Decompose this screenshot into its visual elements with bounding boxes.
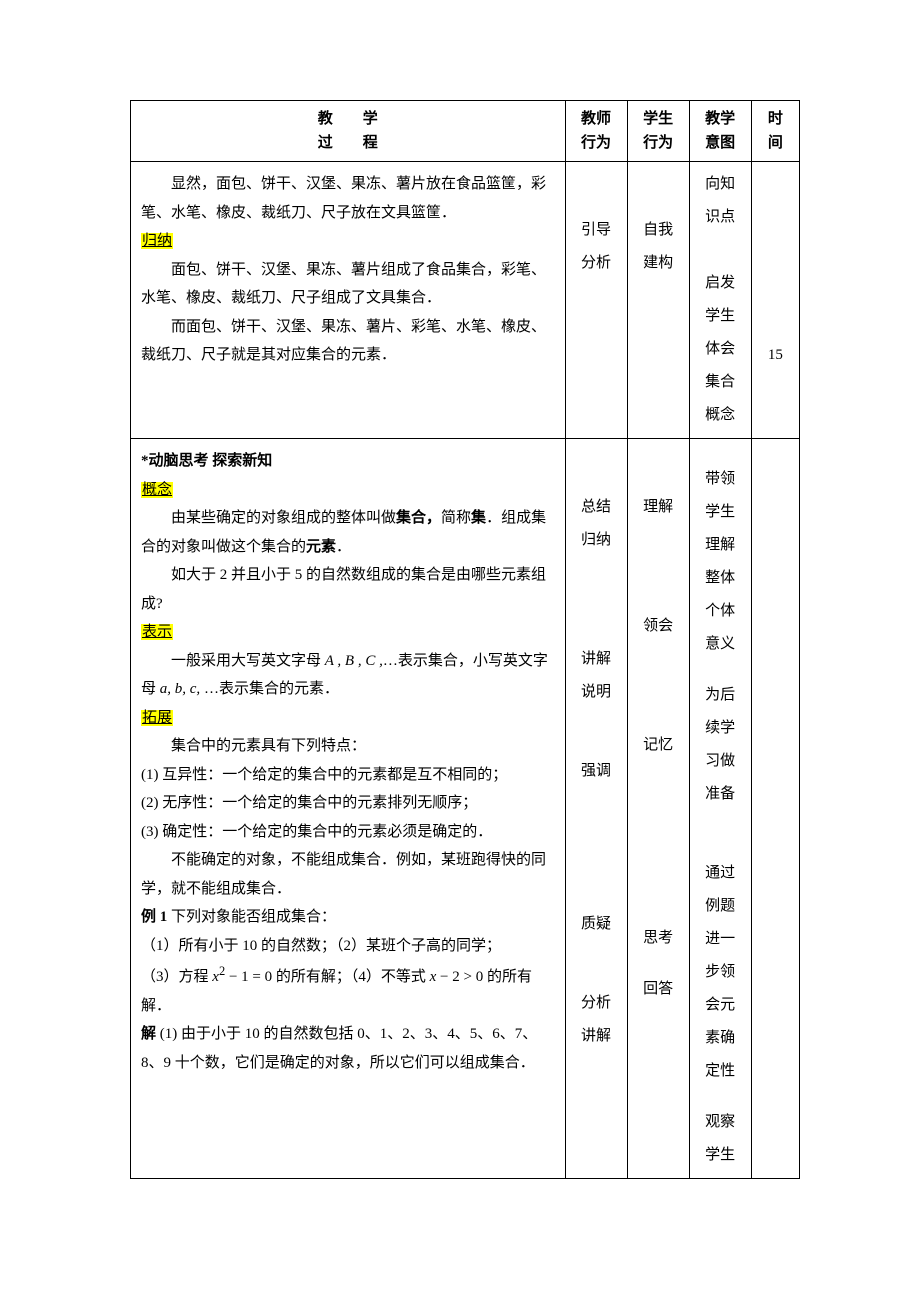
header-time-l2: 间 xyxy=(754,131,797,155)
header-teacher-l2: 行为 xyxy=(568,131,625,155)
intent-text: 带领 学生 理解 整体 个体 意义 xyxy=(692,463,749,661)
process-text: 而面包、饼干、汉堡、果冻、薯片、彩笔、水笔、橡皮、裁纸刀、尺子就是其对应集合的元… xyxy=(141,313,555,370)
term-bold: 集 xyxy=(471,510,486,526)
table-row: *动脑思考 探索新知 概念 由某些确定的对象组成的整体叫做集合，简称集．组成集合… xyxy=(131,439,800,1179)
table-header-row: 教 学 过 程 教师 行为 学生 行为 教学 意图 时 间 xyxy=(131,101,800,162)
teacher-action: 强调 xyxy=(568,755,625,788)
process-heading: 拓展 xyxy=(141,704,555,733)
intent-text: 通过 例题 进一 步领 会元 素确 定性 xyxy=(692,857,749,1088)
solution-label: 解 xyxy=(141,1026,156,1042)
term-bold: 元素 xyxy=(306,539,336,555)
process-text: 不能确定的对象，不能组成集合．例如，某班跑得快的同学，就不能组成集合． xyxy=(141,846,555,903)
time-value: 15 xyxy=(754,339,797,372)
col-header-student: 学生 行为 xyxy=(627,101,689,162)
process-cell-1: 显然，面包、饼干、汉堡、果冻、薯片放在食品篮筐，彩笔、水笔、橡皮、裁纸刀、尺子放… xyxy=(131,162,566,439)
text-run: (1) 由于小于 10 的自然数包括 0、1、2、3、4、5、6、7、8、9 十… xyxy=(141,1026,537,1071)
process-heading: 概念 xyxy=(141,476,555,505)
highlight-label: 概念 xyxy=(141,482,173,498)
text-run: ． xyxy=(336,539,351,555)
example-item: （1）所有小于 10 的自然数；（2）某班个子高的同学； xyxy=(141,932,555,961)
process-heading: 表示 xyxy=(141,618,555,647)
student-action: 回答 xyxy=(630,973,687,1006)
header-student-l2: 行为 xyxy=(630,131,687,155)
teacher-action: 分析 讲解 xyxy=(568,987,625,1053)
process-text: 一般采用大写英文字母 A , B , C ,…表示集合，小写英文字母 a, b,… xyxy=(141,647,555,704)
teacher-action: 总结 归纳 xyxy=(568,491,625,557)
student-action: 思考 xyxy=(630,922,687,955)
process-text: 面包、饼干、汉堡、果冻、薯片组成了食品集合，彩笔、水笔、橡皮、裁纸刀、尺子组成了… xyxy=(141,256,555,313)
text-run: 简称 xyxy=(441,510,471,526)
intent-text: 向知 识点 启发 学生 体会 集合 概念 xyxy=(692,168,749,432)
list-item: (3) 确定性：一个给定的集合中的元素必须是确定的． xyxy=(141,818,555,847)
teacher-action: 引导 分析 xyxy=(568,214,625,280)
intent-cell-1: 向知 识点 启发 学生 体会 集合 概念 xyxy=(689,162,751,439)
teacher-action: 讲解 说明 xyxy=(568,643,625,709)
text-run: 一般采用大写英文字母 xyxy=(171,653,325,669)
process-text: 显然，面包、饼干、汉堡、果冻、薯片放在食品篮筐，彩笔、水笔、橡皮、裁纸刀、尺子放… xyxy=(141,170,555,227)
highlight-label: 拓展 xyxy=(141,710,173,726)
teacher-cell-1: 引导 分析 xyxy=(565,162,627,439)
time-cell-1: 15 xyxy=(751,162,799,439)
math-var: a, b, c, xyxy=(160,681,200,697)
header-time-l1: 时 xyxy=(754,107,797,131)
intent-cell-2: 带领 学生 理解 整体 个体 意义 为后 续学 习做 准备 通过 例题 进一 步… xyxy=(689,439,751,1179)
process-cell-2: *动脑思考 探索新知 概念 由某些确定的对象组成的整体叫做集合，简称集．组成集合… xyxy=(131,439,566,1179)
example-item: （3）方程 x2 − 1 = 0 的所有解；（4）不等式 x − 2 > 0 的… xyxy=(141,960,555,1020)
highlight-label: 归纳 xyxy=(141,233,173,249)
process-text: 如大于 2 并且小于 5 的自然数组成的集合是由哪些元素组成? xyxy=(141,561,555,618)
student-action: 理解 xyxy=(630,491,687,524)
math-var: x xyxy=(212,969,219,985)
student-action: 领会 xyxy=(630,610,687,643)
col-header-process: 教 学 过 程 xyxy=(131,101,566,162)
solution: 解 (1) 由于小于 10 的自然数包括 0、1、2、3、4、5、6、7、8、9… xyxy=(141,1020,555,1077)
header-intent-l1: 教学 xyxy=(692,107,749,131)
header-process-l1: 教 学 xyxy=(133,107,563,131)
header-process-l2: 过 程 xyxy=(133,131,563,155)
text-run: （3）方程 xyxy=(141,969,212,985)
text-run: − 1 = 0 的所有解；（4）不等式 xyxy=(225,969,429,985)
col-header-teacher: 教师 行为 xyxy=(565,101,627,162)
term-bold: 集合， xyxy=(396,510,441,526)
example-label: 例 1 xyxy=(141,909,167,925)
document-page: 教 学 过 程 教师 行为 学生 行为 教学 意图 时 间 显然，面包、饼干、汉… xyxy=(0,0,920,1302)
time-cell-2 xyxy=(751,439,799,1179)
list-item: (2) 无序性：一个给定的集合中的元素排列无顺序； xyxy=(141,789,555,818)
math-var: A , B , C , xyxy=(325,653,383,669)
process-text: 由某些确定的对象组成的整体叫做集合，简称集．组成集合的对象叫做这个集合的元素． xyxy=(141,504,555,561)
text-run: 由某些确定的对象组成的整体叫做 xyxy=(171,510,396,526)
highlight-label: 表示 xyxy=(141,624,173,640)
header-intent-l2: 意图 xyxy=(692,131,749,155)
header-student-l1: 学生 xyxy=(630,107,687,131)
section-title: *动脑思考 探索新知 xyxy=(141,447,555,476)
process-heading: 归纳 xyxy=(141,227,555,256)
teacher-action: 质疑 xyxy=(568,908,625,941)
intent-text: 为后 续学 习做 准备 xyxy=(692,679,749,811)
student-action: 记忆 xyxy=(630,729,687,762)
teacher-cell-2: 总结 归纳 讲解 说明 强调 质疑 分析 讲解 xyxy=(565,439,627,1179)
table-row: 显然，面包、饼干、汉堡、果冻、薯片放在食品篮筐，彩笔、水笔、橡皮、裁纸刀、尺子放… xyxy=(131,162,800,439)
text-run: …表示集合的元素． xyxy=(200,681,339,697)
col-header-time: 时 间 xyxy=(751,101,799,162)
process-text: 集合中的元素具有下列特点： xyxy=(141,732,555,761)
student-cell-1: 自我 建构 xyxy=(627,162,689,439)
col-header-intent: 教学 意图 xyxy=(689,101,751,162)
intent-text: 观察 学生 xyxy=(692,1106,749,1172)
header-teacher-l1: 教师 xyxy=(568,107,625,131)
list-item: (1) 互异性：一个给定的集合中的元素都是互不相同的； xyxy=(141,761,555,790)
student-action: 自我 建构 xyxy=(630,214,687,280)
text-run: 下列对象能否组成集合： xyxy=(167,909,336,925)
example-stem: 例 1 下列对象能否组成集合： xyxy=(141,903,555,932)
student-cell-2: 理解 领会 记忆 思考 回答 xyxy=(627,439,689,1179)
lesson-table: 教 学 过 程 教师 行为 学生 行为 教学 意图 时 间 显然，面包、饼干、汉… xyxy=(130,100,800,1179)
